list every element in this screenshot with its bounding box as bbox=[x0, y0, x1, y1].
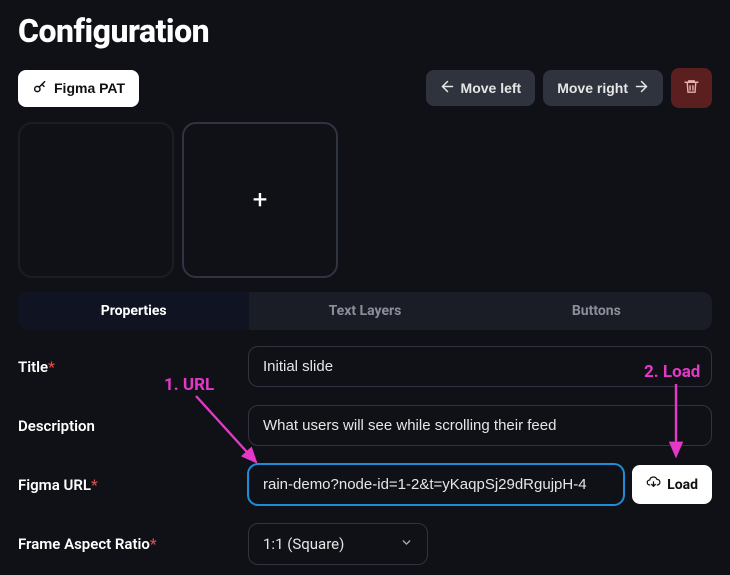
required-marker: * bbox=[150, 535, 157, 553]
tab-properties[interactable]: Properties bbox=[18, 292, 249, 330]
figma-url-input[interactable] bbox=[248, 464, 624, 505]
title-input[interactable] bbox=[248, 346, 712, 387]
move-left-label: Move left bbox=[461, 80, 522, 96]
move-right-label: Move right bbox=[557, 80, 628, 96]
tab-text-layers[interactable]: Text Layers bbox=[249, 292, 480, 330]
move-right-button[interactable]: Move right bbox=[543, 70, 663, 106]
tab-bar: Properties Text Layers Buttons bbox=[18, 292, 712, 330]
aspect-ratio-select[interactable]: 1:1 (Square) bbox=[248, 523, 428, 565]
aspect-ratio-label: Frame Aspect Ratio* bbox=[18, 535, 248, 553]
description-input[interactable] bbox=[248, 405, 712, 446]
slide-thumb-1[interactable] bbox=[18, 122, 174, 278]
arrow-left-icon bbox=[440, 79, 455, 97]
move-left-button[interactable]: Move left bbox=[426, 70, 536, 106]
toolbar: Figma PAT Move left Move right bbox=[18, 68, 712, 108]
cloud-download-icon bbox=[646, 475, 661, 494]
figma-pat-button[interactable]: Figma PAT bbox=[18, 70, 139, 107]
required-marker: * bbox=[48, 358, 55, 376]
load-button-label: Load bbox=[667, 477, 698, 493]
key-icon bbox=[32, 79, 48, 98]
page-title: Configuration bbox=[18, 12, 712, 50]
delete-button[interactable] bbox=[671, 68, 712, 108]
add-slide-button[interactable]: + bbox=[182, 122, 338, 278]
figma-url-label: Figma URL* bbox=[18, 476, 248, 494]
tab-buttons[interactable]: Buttons bbox=[481, 292, 712, 330]
aspect-ratio-value: 1:1 (Square) bbox=[263, 535, 344, 553]
properties-form: Title* Description Figma URL* Load Frame… bbox=[18, 346, 712, 565]
plus-icon: + bbox=[253, 185, 268, 215]
trash-icon bbox=[683, 78, 700, 98]
figma-pat-label: Figma PAT bbox=[54, 80, 125, 96]
load-button[interactable]: Load bbox=[632, 465, 712, 504]
arrow-right-icon bbox=[634, 79, 649, 97]
description-label: Description bbox=[18, 417, 248, 435]
required-marker: * bbox=[91, 476, 98, 494]
chevron-down-icon bbox=[400, 535, 413, 553]
slide-thumbnails: + bbox=[18, 122, 712, 278]
title-label: Title* bbox=[18, 358, 248, 376]
